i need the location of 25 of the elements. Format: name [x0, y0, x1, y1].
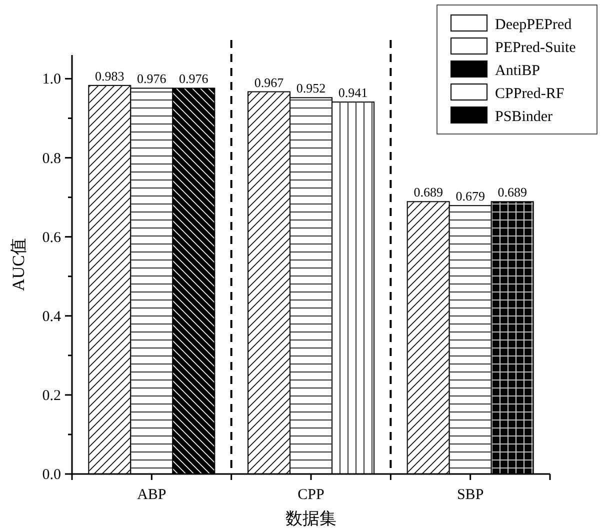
data-label: 0.679	[456, 188, 485, 204]
data-label: 0.976	[179, 71, 209, 86]
data-label: 0.952	[296, 80, 326, 96]
legend-label: DeepPEPred	[495, 17, 572, 33]
x-tick-label: SBP	[456, 487, 484, 503]
y-tick-label: 0.4	[42, 308, 62, 325]
data-label: 0.967	[254, 74, 284, 90]
x-axis-title: 数据集	[286, 509, 336, 528]
data-label: 0.983	[95, 68, 124, 84]
y-tick-label: 0.6	[42, 230, 62, 246]
data-label: 0.689	[498, 184, 527, 200]
y-tick-label: 0.2	[42, 388, 61, 404]
data-label: 0.941	[338, 85, 368, 100]
legend-label: AntiBP	[495, 63, 540, 79]
legend-label: PSBinder	[495, 109, 553, 125]
legend-label: CPPred-RF	[495, 86, 564, 102]
data-label: 0.689	[414, 184, 443, 200]
y-tick-label: 1.0	[42, 72, 61, 88]
x-tick-label: ABP	[137, 487, 166, 503]
data-label: 0.976	[137, 71, 167, 86]
x-tick-label: CPP	[298, 487, 324, 503]
y-axis-title: AUC值	[9, 238, 28, 291]
y-tick-label: 0.0	[42, 467, 61, 483]
legend-label: PEPred-Suite	[495, 40, 576, 56]
y-tick-label: 0.8	[42, 150, 61, 167]
